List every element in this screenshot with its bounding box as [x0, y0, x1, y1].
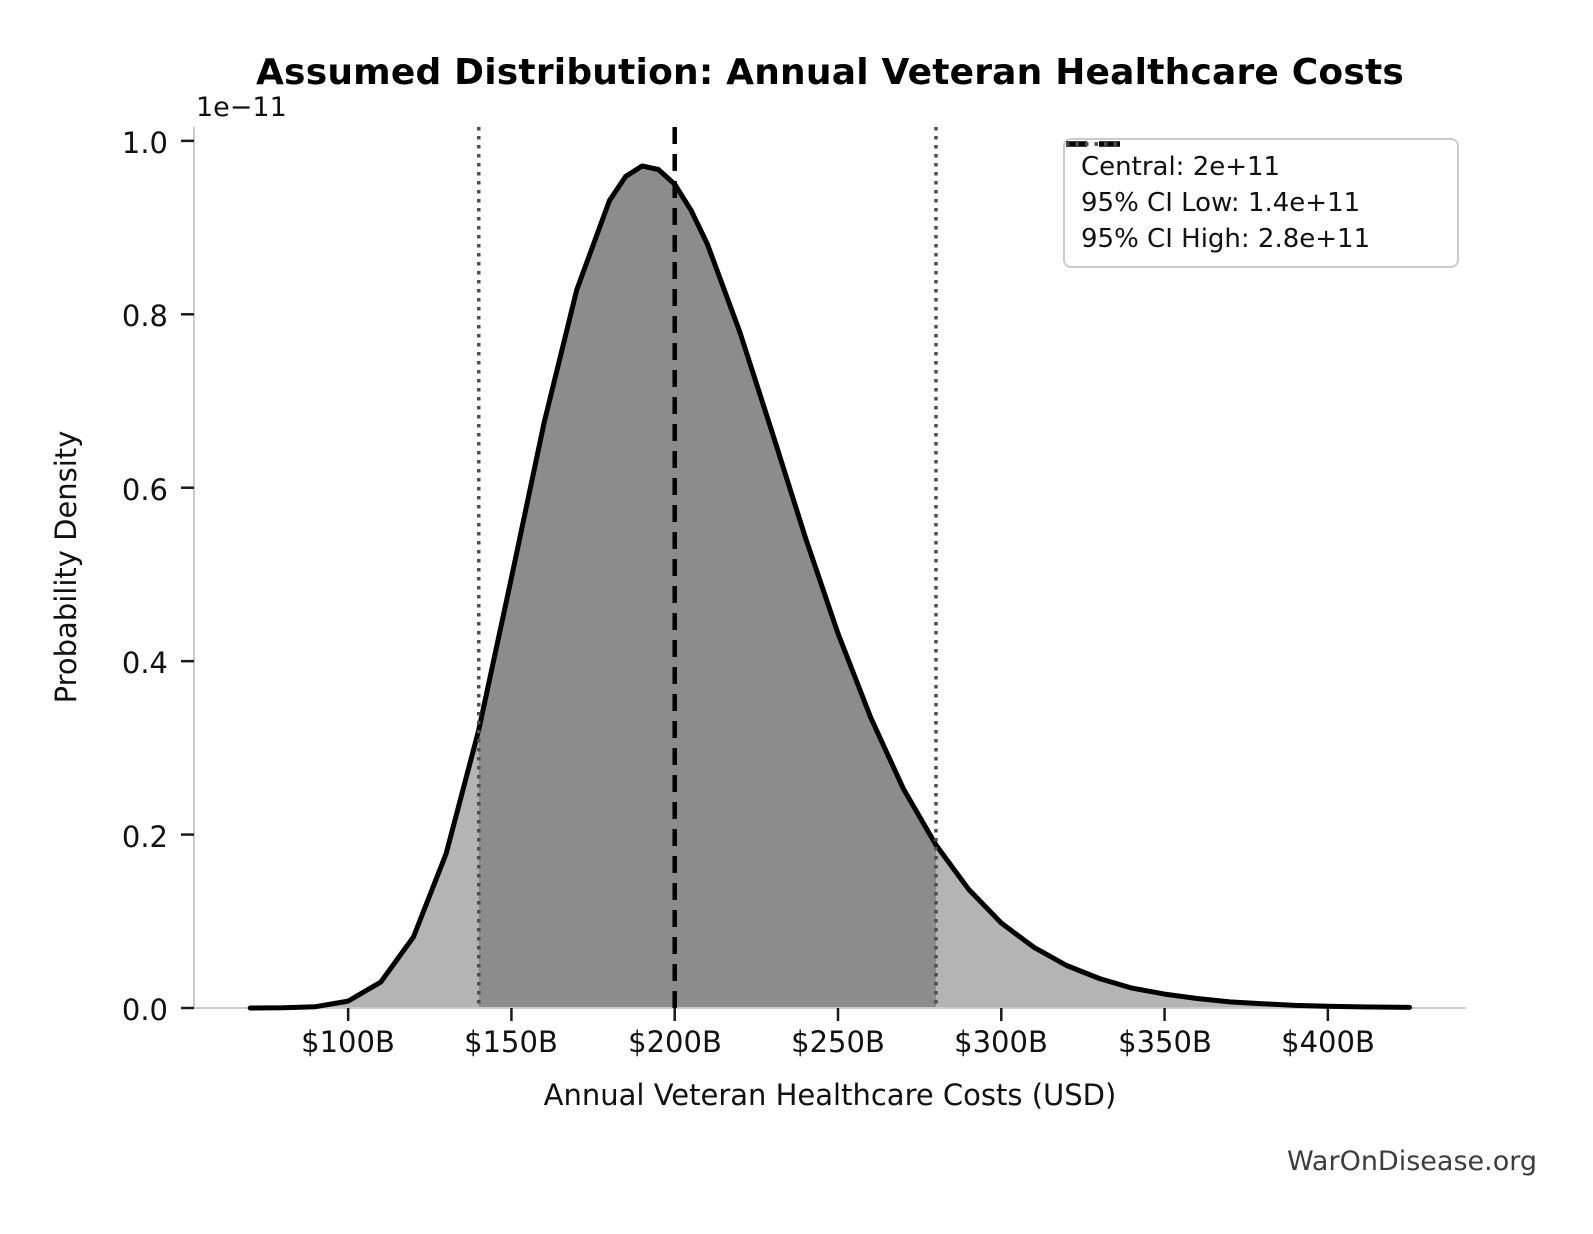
legend-item: 95% CI High: 2.8e+11: [1066, 142, 1441, 257]
x-tick-label: $350B: [1118, 1025, 1212, 1059]
x-tick-label: $300B: [954, 1025, 1048, 1059]
x-tick-label: $150B: [464, 1025, 558, 1059]
y-tick-label: 1.0: [121, 126, 168, 160]
watermark: WarOnDisease.org: [1286, 1146, 1537, 1177]
legend-label: 95% CI High: 2.8e+11: [1081, 224, 1371, 254]
x-tick-label: $400B: [1281, 1025, 1375, 1059]
dotted-line-icon: [1066, 142, 1120, 146]
dashed-line-icon: [1066, 141, 1120, 147]
y-axis-offset-label: 1e−11: [196, 92, 287, 123]
y-tick-label: 0.6: [121, 473, 168, 507]
legend-label: 95% CI Low: 1.4e+11: [1081, 188, 1361, 218]
x-tick-label: $250B: [791, 1025, 885, 1059]
x-tick-label: $100B: [301, 1025, 395, 1059]
x-tick-label: $200B: [628, 1025, 722, 1059]
y-tick-label: 0.0: [121, 993, 168, 1027]
chart-title: Assumed Distribution: Annual Veteran Hea…: [256, 52, 1404, 93]
legend: Central: 2e+11 95% CI Low: 1.4e+11 95% CI …: [1063, 138, 1459, 268]
legend-label: Central: 2e+11: [1081, 152, 1281, 182]
x-axis-label: Annual Veteran Healthcare Costs (USD): [543, 1078, 1117, 1112]
density-fill-ci: [478, 166, 936, 1008]
y-tick-label: 0.4: [121, 646, 168, 680]
density-curve: [247, 163, 1412, 1011]
y-tick-label: 0.8: [121, 299, 168, 333]
y-tick-label: 0.2: [121, 820, 168, 854]
legend-item: 95% CI Low: 1.4e+11: [1066, 142, 1441, 221]
legend-item: Central: 2e+11: [1066, 141, 1441, 185]
